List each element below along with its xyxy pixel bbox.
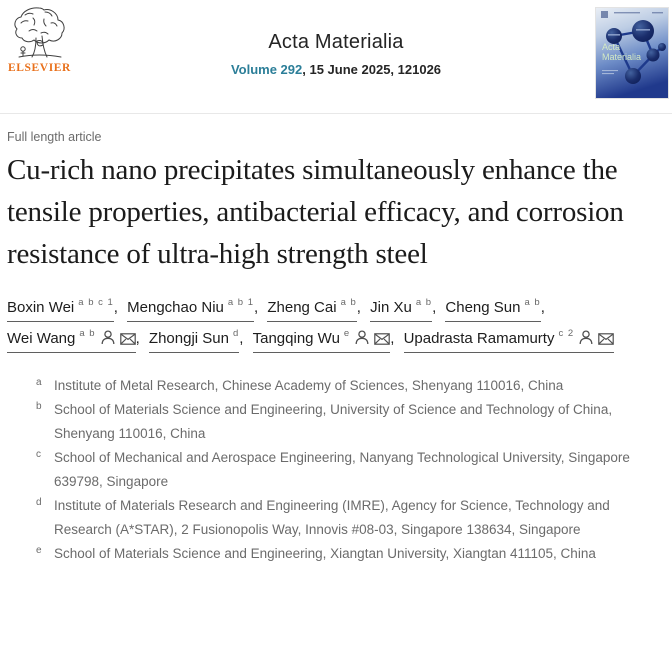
email-author-icon[interactable] [598, 333, 614, 345]
affiliation-item: c School of Mechanical and Aerospace Engi… [7, 446, 639, 494]
author-separator: , [356, 299, 366, 316]
article-type-label: Full length article [7, 130, 102, 144]
elsevier-tree-icon [14, 7, 65, 58]
author-link[interactable]: Jin Xu a b [370, 291, 433, 322]
volume-issue-line: Volume 292, 15 June 2025, 121026 [0, 62, 672, 77]
cover-bottom-marks [602, 70, 618, 75]
affiliation-item: a Institute of Metal Research, Chinese Ac… [7, 374, 639, 398]
author-affiliation-sup: a b [524, 297, 541, 308]
affiliation-label: a [36, 377, 42, 388]
author-affiliation-sup: c 2 [558, 328, 575, 339]
author-name: Cheng Sun [445, 299, 521, 316]
author-link[interactable]: Tangqing Wu e [252, 322, 391, 353]
article-title: Cu-rich nano precipitates simultaneously… [7, 154, 624, 270]
author-profile-icon[interactable] [101, 330, 115, 345]
cover-title-line2: Materialia [602, 52, 641, 62]
author-affiliation-sup: e [343, 328, 351, 339]
author-name: Wei Wang [7, 330, 76, 347]
affiliation-item: b School of Materials Science and Enginee… [7, 398, 639, 446]
author-separator: , [390, 330, 399, 347]
journal-masthead: Acta Materialia Volume 292, 15 June 2025… [0, 0, 672, 77]
author-affiliation-sup: a b c 1 [78, 297, 114, 308]
issue-info: , 15 June 2025, 121026 [302, 62, 442, 77]
author-link[interactable]: Upadrasta Ramamurty c 2 [403, 322, 615, 353]
affiliation-text: School of Materials Science and Engineer… [54, 402, 613, 441]
journal-title-link[interactable]: Acta Materialia [268, 31, 404, 53]
author-name: Mengchao Niu [127, 299, 224, 316]
affiliation-label: e [36, 545, 42, 556]
email-author-icon[interactable] [374, 333, 391, 345]
affiliation-text: School of Mechanical and Aerospace Engin… [54, 450, 630, 489]
cover-top-marks [601, 11, 663, 18]
author-link[interactable]: Cheng Sun a b [445, 291, 541, 322]
author-name: Boxin Wei [7, 299, 75, 316]
affiliation-label: d [36, 497, 42, 508]
header-divider [0, 113, 672, 114]
author-link[interactable]: Zhongji Sun d [148, 322, 240, 353]
author-separator: , [254, 299, 263, 316]
author-link[interactable]: Wei Wang a b [7, 322, 136, 353]
author-affiliation-sup: a b [340, 297, 357, 308]
author-name: Upadrasta Ramamurty [403, 330, 555, 347]
author-link[interactable]: Zheng Cai a b [267, 291, 357, 322]
author-name: Zheng Cai [267, 299, 337, 316]
author-link[interactable]: Mengchao Niu a b 1 [127, 291, 255, 322]
author-separator: , [113, 299, 123, 316]
author-separator: , [540, 299, 545, 316]
author-list: Boxin Wei a b c 1, Mengchao Niu a b 1, Zhe… [7, 291, 664, 353]
author-affiliation-sup: a b 1 [227, 297, 255, 308]
elsevier-wordmark: ELSEVIER [8, 62, 71, 74]
cover-title-line1: Acta [602, 42, 620, 52]
author-separator: , [135, 330, 144, 347]
volume-link[interactable]: Volume 292 [230, 62, 303, 77]
author-profile-icon[interactable] [579, 330, 593, 345]
affiliation-item: d Institute of Materials Research and Eng… [7, 494, 639, 542]
affiliation-label: b [36, 401, 42, 412]
author-profile-icon[interactable] [355, 330, 369, 345]
affiliation-text: Institute of Materials Research and Engi… [54, 498, 610, 537]
cover-spheres [606, 20, 666, 84]
author-link[interactable]: Boxin Wei a b c 1 [7, 291, 114, 322]
author-name: Jin Xu [370, 299, 412, 316]
affiliation-list: a Institute of Metal Research, Chinese Ac… [7, 374, 664, 566]
journal-header: ELSEVIER Acta Materialia Volume 292, 15 … [0, 0, 672, 113]
affiliation-label: c [36, 449, 41, 460]
affiliation-text: School of Materials Science and Engineer… [54, 546, 596, 561]
article-head: Full length article Cu-rich nano precipi… [0, 130, 672, 566]
affiliation-item: e School of Materials Science and Enginee… [7, 542, 639, 566]
email-author-icon[interactable] [119, 333, 136, 345]
author-affiliation-sup: d [232, 328, 240, 339]
author-separator: , [432, 299, 441, 316]
journal-cover-image[interactable]: Acta Materialia [596, 8, 668, 98]
author-name: Zhongji Sun [148, 330, 229, 347]
author-affiliation-sup: a b [415, 297, 433, 308]
author-name: Tangqing Wu [252, 330, 340, 347]
elsevier-logo[interactable]: ELSEVIER [8, 5, 70, 74]
affiliation-text: Institute of Metal Research, Chinese Aca… [54, 378, 564, 393]
author-affiliation-sup: a b [79, 328, 96, 339]
cover-journal-title: Acta Materialia [602, 42, 641, 62]
author-separator: , [239, 330, 248, 347]
